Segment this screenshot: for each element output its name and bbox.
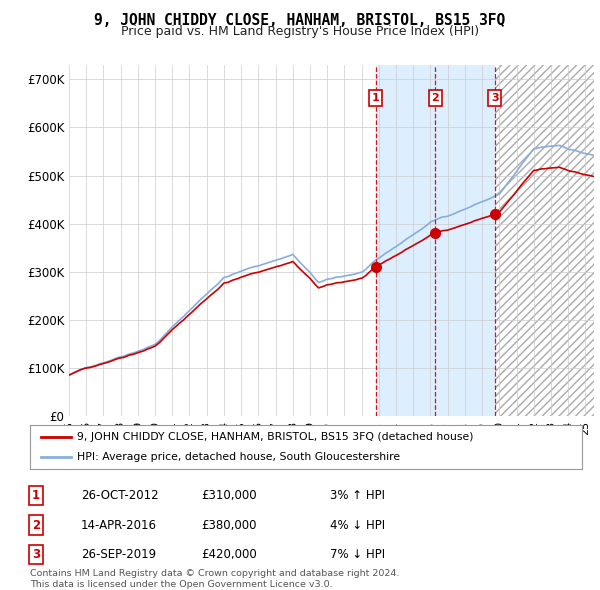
Text: 9, JOHN CHIDDY CLOSE, HANHAM, BRISTOL, BS15 3FQ (detached house): 9, JOHN CHIDDY CLOSE, HANHAM, BRISTOL, B… — [77, 432, 473, 442]
Bar — [376, 65, 495, 416]
Text: 1: 1 — [372, 93, 380, 103]
Text: 4% ↓ HPI: 4% ↓ HPI — [330, 519, 385, 532]
Text: HPI: Average price, detached house, South Gloucestershire: HPI: Average price, detached house, Sout… — [77, 452, 400, 462]
Text: 3% ↑ HPI: 3% ↑ HPI — [330, 489, 385, 502]
Text: Price paid vs. HM Land Registry's House Price Index (HPI): Price paid vs. HM Land Registry's House … — [121, 25, 479, 38]
Text: 14-APR-2016: 14-APR-2016 — [81, 519, 157, 532]
Text: 26-OCT-2012: 26-OCT-2012 — [81, 489, 158, 502]
Text: Contains HM Land Registry data © Crown copyright and database right 2024.
This d: Contains HM Land Registry data © Crown c… — [30, 569, 400, 589]
Text: £420,000: £420,000 — [201, 548, 257, 561]
Text: 2: 2 — [32, 519, 40, 532]
Bar — [495, 65, 594, 416]
Text: 1: 1 — [32, 489, 40, 502]
Text: 26-SEP-2019: 26-SEP-2019 — [81, 548, 156, 561]
Text: £380,000: £380,000 — [201, 519, 257, 532]
Text: 3: 3 — [32, 548, 40, 561]
Text: £310,000: £310,000 — [201, 489, 257, 502]
Text: 7% ↓ HPI: 7% ↓ HPI — [330, 548, 385, 561]
Text: 9, JOHN CHIDDY CLOSE, HANHAM, BRISTOL, BS15 3FQ: 9, JOHN CHIDDY CLOSE, HANHAM, BRISTOL, B… — [94, 13, 506, 28]
Text: 3: 3 — [491, 93, 499, 103]
Bar — [495, 65, 594, 416]
Text: 2: 2 — [431, 93, 439, 103]
